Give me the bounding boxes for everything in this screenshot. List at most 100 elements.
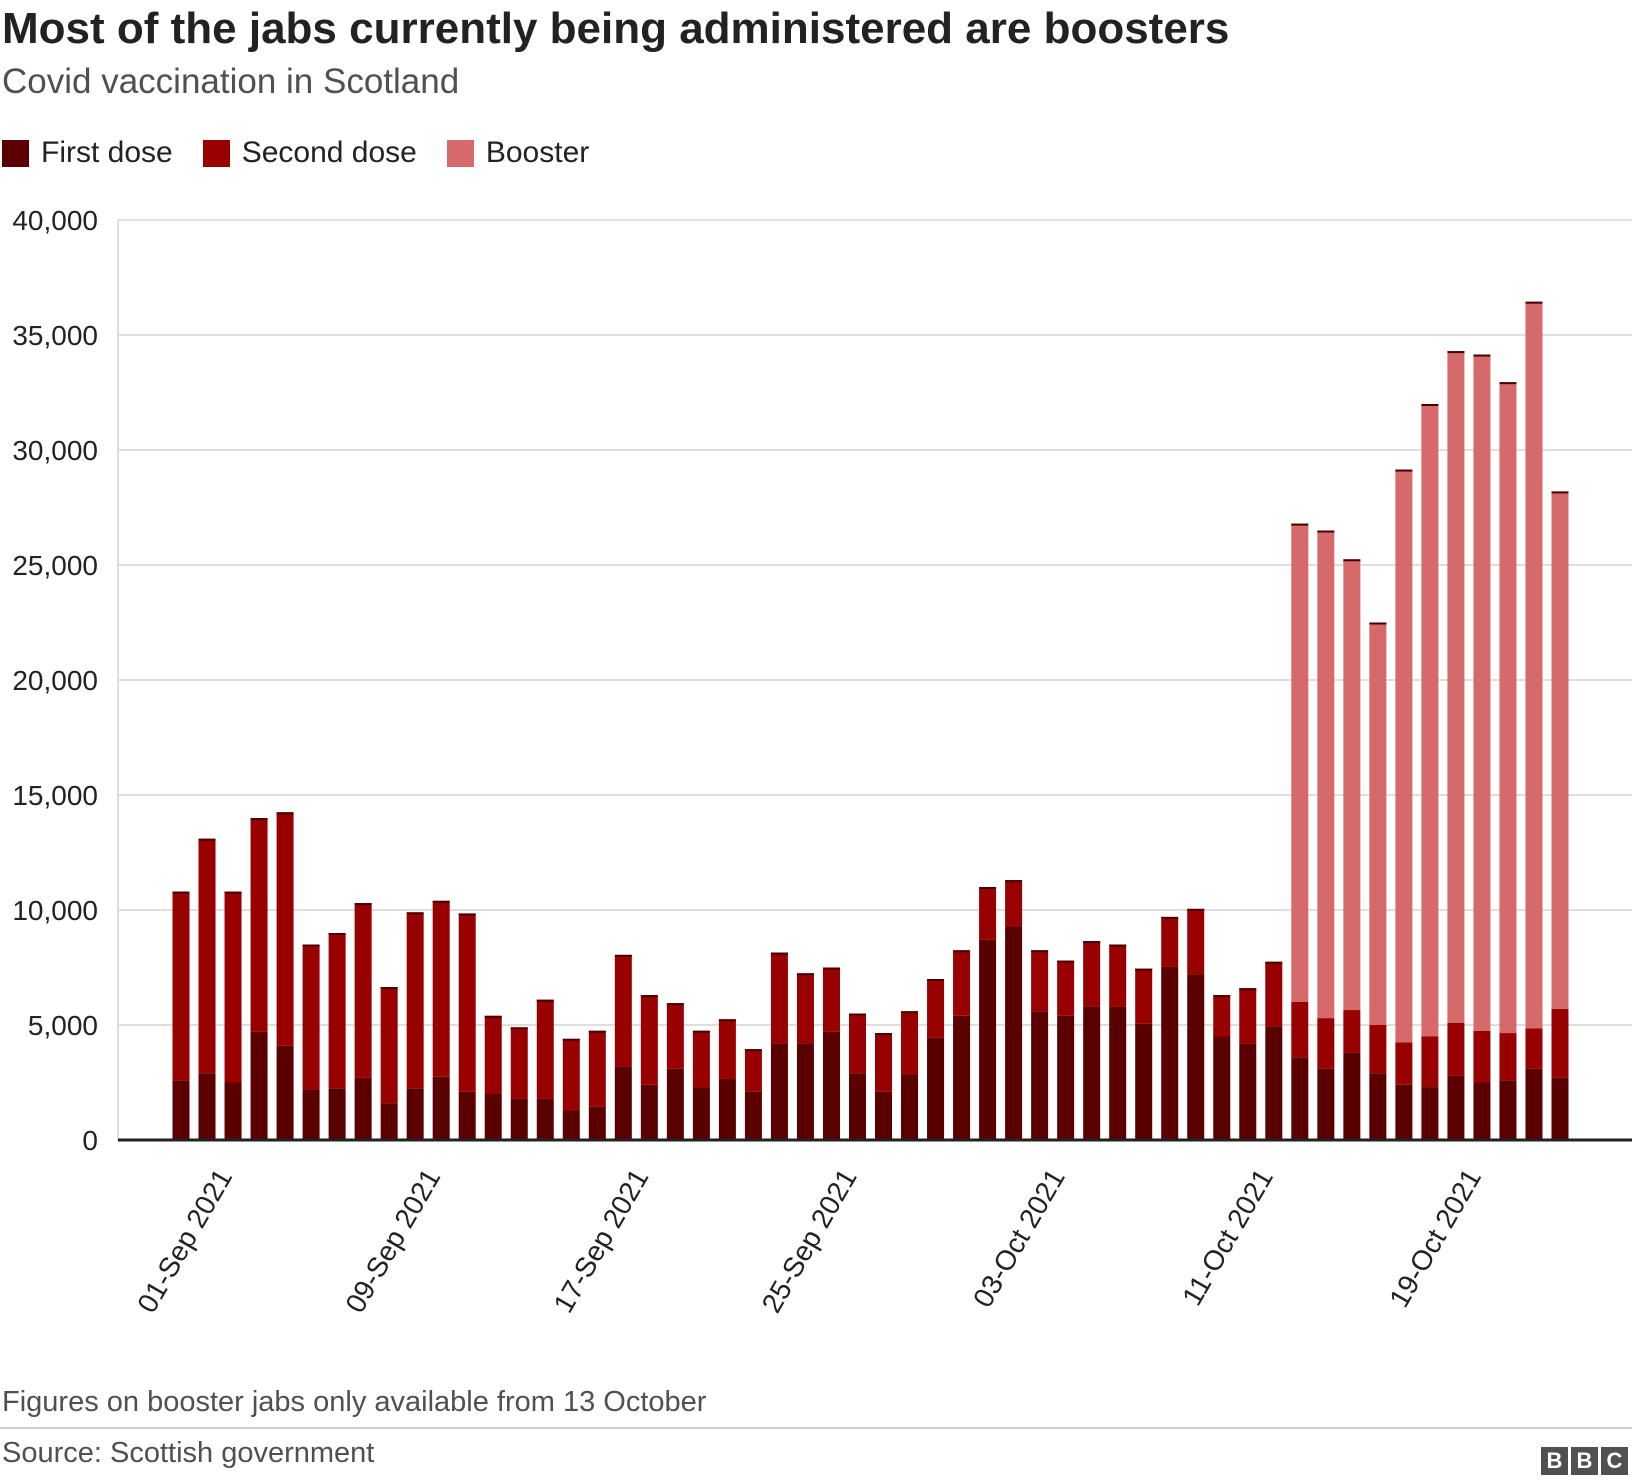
bar-top-cap [1447,351,1465,354]
bar-first-dose [875,1091,893,1140]
bar-top-cap [614,954,632,957]
chart-subtitle: Covid vaccination in Scotland [2,62,460,101]
bar-first-dose [1083,1006,1101,1140]
bar-booster [1395,469,1413,1043]
legend-label-booster: Booster [485,136,590,169]
bar-top-cap [822,967,840,970]
bar-top-cap [328,933,346,935]
bar-top-cap [979,887,997,889]
legend-swatch-first-dose [2,139,29,167]
bar-second-dose [1239,988,1257,1044]
bar-first-dose [510,1098,528,1140]
bar-second-dose [1083,941,1101,1007]
bar-top-cap [1395,469,1413,472]
bar-first-dose [354,1077,372,1140]
bar-top-cap [927,979,945,981]
x-tick-label: 25-Sep 2021 [756,1164,863,1318]
bar-top-cap [354,903,372,906]
bar-booster [1421,404,1439,1037]
bar-second-dose [744,1049,762,1092]
bar-top-cap [380,987,398,990]
bar-second-dose [432,900,450,1077]
bar-first-dose [640,1084,658,1140]
bar-second-dose [718,1019,736,1080]
x-tick-label: 09-Sep 2021 [339,1164,446,1318]
bar-top-cap [1083,941,1101,944]
bar-first-dose [1187,974,1205,1140]
bar-top-cap [848,1013,866,1016]
bar-top-cap [1239,988,1257,991]
y-tick-label: 30,000 [12,435,98,466]
bar-first-dose [1213,1036,1231,1140]
bar-first-dose [432,1076,450,1140]
bar-top-cap [1369,622,1387,625]
bar-second-dose [588,1030,606,1107]
bbc-logo: B B C [1541,1447,1628,1475]
bar-second-dose [848,1013,866,1074]
bar-first-dose [1343,1052,1361,1140]
x-tick-label: 03-Oct 2021 [967,1164,1071,1313]
bar-second-dose [901,1011,919,1075]
bar-second-dose [875,1033,893,1092]
bar-top-cap [666,1003,684,1006]
bar-top-cap [1551,491,1569,494]
bar-top-cap [744,1049,762,1052]
bar-first-dose [1291,1057,1309,1140]
bar-second-dose [1343,1010,1361,1053]
bar-first-dose [1239,1043,1257,1140]
bar-top-cap [198,838,216,841]
bar-first-dose [901,1074,919,1140]
bar-second-dose [1525,1028,1543,1069]
bar-first-dose [822,1031,840,1140]
bbc-logo-letter: B [1541,1447,1568,1475]
bar-second-dose [406,912,424,1089]
bar-second-dose [666,1003,684,1069]
bar-second-dose [1265,961,1283,1027]
bar-first-dose [1135,1023,1153,1140]
bar-top-cap [875,1033,893,1036]
bar-second-dose [1031,950,1049,1012]
bar-top-cap [536,999,554,1002]
bar-second-dose [458,913,476,1092]
bar-top-cap [1187,908,1205,911]
bar-top-cap [588,1030,606,1033]
bar-first-dose [198,1073,216,1140]
bar-first-dose [1005,926,1023,1140]
bar-first-dose [1031,1011,1049,1140]
x-tick-label: 01-Sep 2021 [131,1164,238,1318]
legend-label-second-dose: Second dose [241,136,417,169]
bar-top-cap [250,818,268,820]
bar-top-cap [458,913,476,916]
bar-second-dose [796,973,814,1044]
bar-second-dose [953,950,971,1016]
bar-top-cap [224,891,242,894]
bar-second-dose [172,891,190,1081]
bar-booster [1291,523,1309,1002]
bar-booster [1317,530,1335,1019]
bar-first-dose [406,1088,424,1140]
bar-first-dose [927,1037,945,1140]
bar-top-cap [1109,944,1127,947]
bar-first-dose [1421,1087,1439,1140]
bar-top-cap [901,1011,919,1014]
bar-first-dose [276,1045,294,1140]
legend-item-first-dose: First dose [2,136,173,170]
bar-first-dose [1395,1084,1413,1140]
bar-second-dose [380,987,398,1104]
bar-first-dose [1369,1073,1387,1140]
bar-second-dose [1057,960,1075,1016]
bar-second-dose [536,999,554,1099]
bar-second-dose [302,944,320,1090]
bar-first-dose [536,1098,554,1140]
bar-second-dose [328,933,346,1089]
bar-top-cap [302,944,320,947]
bar-first-dose [1525,1068,1543,1140]
bar-booster [1499,382,1517,1034]
bar-second-dose [692,1030,710,1088]
bar-second-dose [562,1038,580,1111]
bar-second-dose [1369,1025,1387,1074]
y-tick-label: 15,000 [12,780,98,811]
y-tick-label: 35,000 [12,320,98,351]
bar-top-cap [484,1015,502,1018]
bar-top-cap [692,1030,710,1033]
